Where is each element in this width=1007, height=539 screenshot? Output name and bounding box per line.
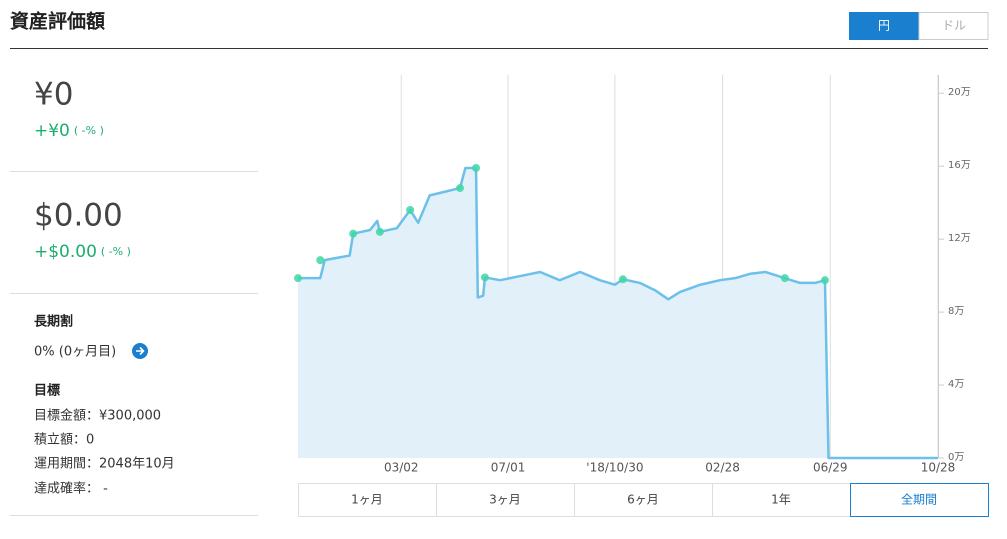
toggle-yen-label[interactable]: 円: [878, 19, 890, 33]
range-button[interactable]: [436, 483, 575, 517]
y-tick-label: 20万: [948, 87, 971, 98]
x-tick-label: 02/28: [705, 461, 740, 475]
toggle-usd[interactable]: [918, 12, 989, 40]
marker: [456, 184, 465, 193]
yen-change: +¥0 ( -% ): [34, 121, 104, 141]
goal-item: 運用期間：2048年10月: [34, 457, 175, 472]
y-tick-label: 8万: [948, 306, 964, 317]
marker: [480, 273, 489, 282]
toggle-yen[interactable]: [849, 12, 919, 40]
marker: [406, 205, 415, 214]
range-button[interactable]: [712, 483, 851, 517]
y-tick-label: 4万: [948, 379, 964, 390]
goal-item: 目標金額：¥300,000: [34, 408, 161, 424]
marker: [780, 274, 789, 283]
range-button[interactable]: [850, 483, 989, 517]
range-button-label[interactable]: 1ヶ月: [351, 493, 383, 507]
yen-change-amount: +¥0: [34, 121, 70, 141]
long-term-label: 長期割: [34, 314, 73, 330]
marker: [375, 227, 384, 236]
area: [298, 168, 938, 458]
marker: [472, 164, 481, 173]
usd-change-amount: +$0.00: [34, 242, 97, 262]
usd-value: $0.00: [34, 198, 123, 234]
yen-value: ¥0: [34, 77, 73, 113]
x-tick-label: 06/29: [813, 461, 848, 475]
marker: [820, 276, 829, 285]
marker: [294, 274, 302, 283]
marker: [618, 275, 627, 284]
marker: [316, 256, 325, 265]
goal-item: 積立額：0: [34, 433, 94, 448]
y-tick-label: 0万: [948, 452, 964, 463]
range-button-label[interactable]: 3ヶ月: [489, 493, 521, 507]
range-button-label[interactable]: 1年: [771, 493, 791, 507]
line: [298, 166, 938, 460]
range-button[interactable]: [574, 483, 713, 517]
goal-item: 達成確率： -: [34, 481, 108, 497]
range-button-label[interactable]: 6ヶ月: [627, 493, 659, 507]
range-button-label[interactable]: 全期間: [901, 492, 937, 507]
toggle-usd-label[interactable]: ドル: [942, 19, 966, 33]
marker: [349, 229, 358, 238]
goal-label: 目標: [34, 383, 60, 399]
arrow-icon: [136, 346, 145, 356]
x-tick-label: 10/28: [921, 461, 956, 475]
usd-change: +$0.00 ( -% ): [34, 242, 131, 262]
page-title: 資産評価額: [10, 10, 105, 33]
x-tick-label: 03/02: [384, 461, 419, 475]
y-tick-label: 16万: [948, 160, 971, 171]
x-tick-label: '18/10/30: [586, 461, 643, 475]
usd-change-percent: ( -% ): [101, 245, 131, 258]
yen-change-percent: ( -% ): [74, 124, 104, 137]
range-button[interactable]: [298, 483, 437, 517]
y-tick-label: 12万: [948, 233, 971, 244]
x-tick-label: 07/01: [491, 461, 526, 475]
long-term-value: 0% (0ヶ月目): [34, 345, 116, 360]
